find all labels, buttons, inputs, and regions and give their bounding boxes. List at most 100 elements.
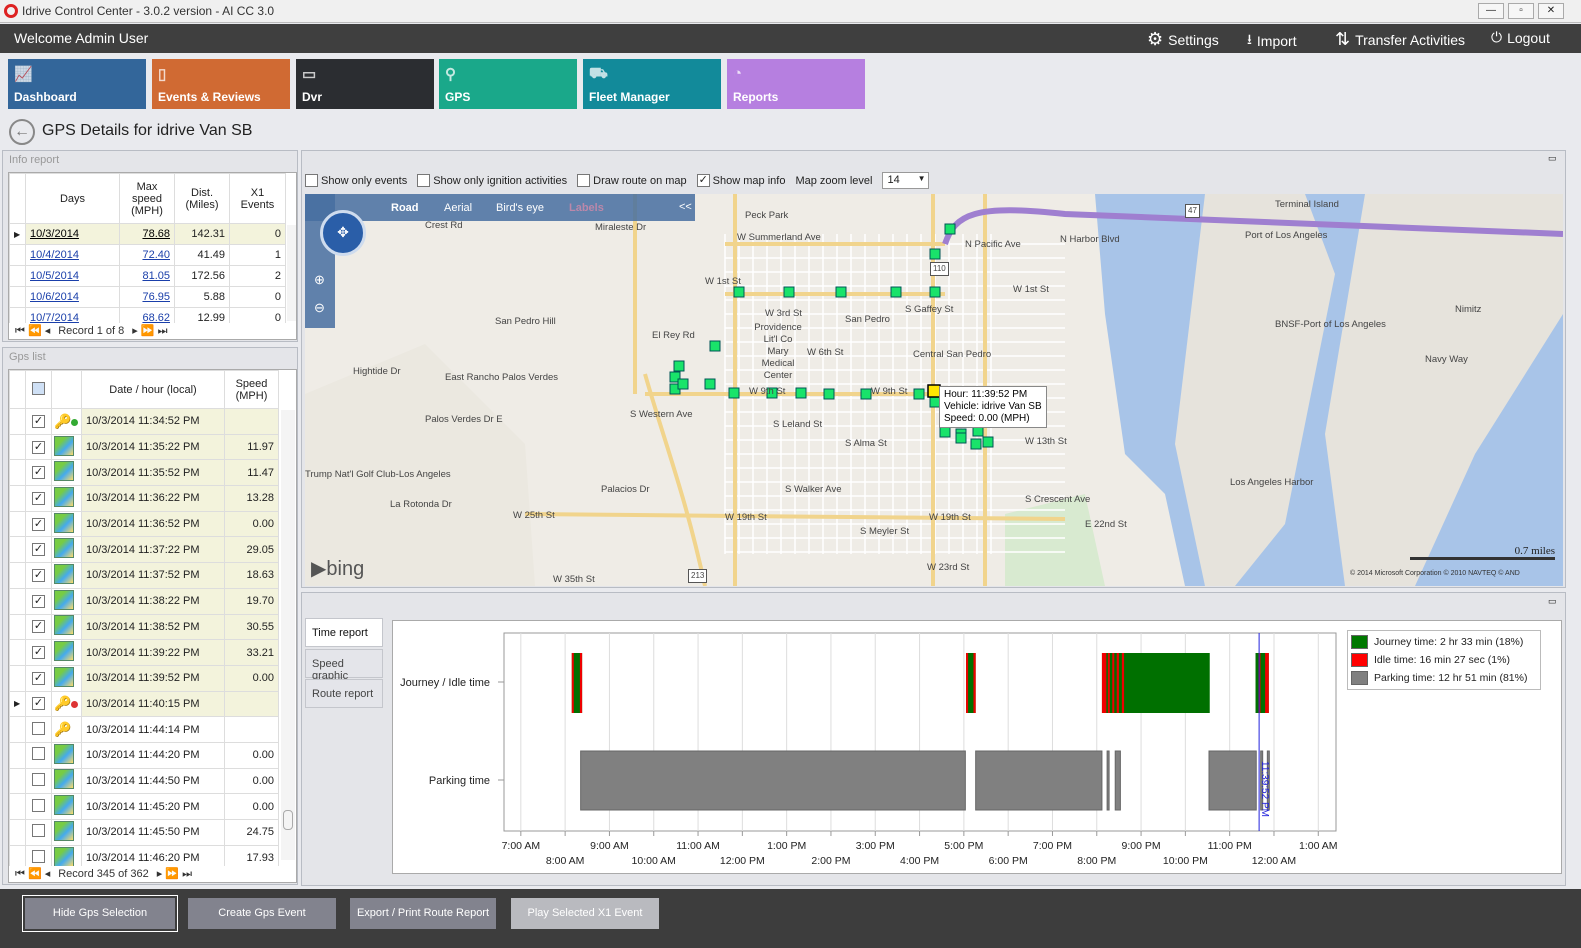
gps-row[interactable]: ✓ 10/3/2014 11:36:22 PM 13.28 [9,485,279,512]
gps-row[interactable]: 10/3/2014 11:44:20 PM 0.00 [9,741,279,769]
maximize-map-icon[interactable]: ▭ [1548,153,1557,163]
back-button[interactable]: ← [9,119,35,145]
gps-row-checkbox[interactable]: ✓ [32,620,45,634]
gps-row[interactable]: 10/3/2014 11:44:50 PM 0.00 [9,767,279,795]
col-date-hour[interactable]: Date / hour (local) [81,370,225,409]
collapse-mode-bar-button[interactable]: << [679,201,692,213]
legend-swatch [1351,635,1368,649]
gps-row-checkbox[interactable]: ✓ [32,440,45,454]
draw-route-checkbox[interactable]: Draw route on map [577,174,687,187]
day-link[interactable]: 10/7/2014 [30,312,79,324]
max-speed-link[interactable]: 78.68 [142,228,170,240]
gps-row-checkbox[interactable]: ✓ [32,646,45,660]
map-pan-control[interactable]: ✥ [320,210,366,256]
gps-row-checkbox[interactable] [32,824,45,838]
info-scrollbar[interactable] [287,225,296,321]
import-button[interactable]: ⭳ Import [1247,29,1297,53]
gps-row[interactable]: ✓ 10/3/2014 11:35:52 PM 11.47 [9,459,279,487]
max-speed-link[interactable]: 68.62 [142,312,170,324]
gps-row[interactable]: ✓ 10/3/2014 11:36:52 PM 0.00 [9,510,279,538]
gps-row-checkbox[interactable] [32,850,45,864]
tile-fleet-manager[interactable]: ⛟ Fleet Manager [583,59,721,109]
close-button[interactable]: ✕ [1538,3,1564,19]
play-x1-event-button[interactable]: Play Selected X1 Event [511,898,659,929]
gps-row-checkbox[interactable]: ✓ [32,671,45,685]
gps-record-navigator[interactable]: ⏮ ⏪ ◂ Record 345 of 362 ▸ ⏩ ⏭ [9,866,296,882]
gps-row-checkbox[interactable]: ✓ [32,414,45,428]
map-mode-labels[interactable]: Labels [569,202,604,214]
zoom-out-icon[interactable]: ⊖ [314,300,325,315]
col-max-speed[interactable]: Max speed (MPH) [119,173,175,224]
gps-row-checkbox[interactable] [32,772,45,786]
maximize-report-icon[interactable]: ▭ [1548,596,1557,606]
gps-row-checkbox[interactable]: ✓ [32,466,45,480]
gps-row-checkbox[interactable] [32,721,45,735]
minimize-button[interactable]: — [1478,3,1504,19]
gps-row[interactable]: ✓ 10/3/2014 11:35:22 PM 11.97 [9,433,279,461]
gps-row[interactable]: 10/3/2014 11:45:20 PM 0.00 [9,793,279,820]
gps-row-checkbox[interactable]: ✓ [32,568,45,582]
max-speed-link[interactable]: 81.05 [142,270,170,282]
gps-row-checkbox[interactable]: ✓ [32,517,45,531]
create-gps-event-button[interactable]: Create Gps Event [188,898,336,929]
info-row[interactable]: 10/5/2014 81.05 172.56 2 [9,265,286,287]
tab-time-report[interactable]: Time report [305,618,383,647]
select-all-checkbox[interactable] [32,381,45,395]
info-row[interactable]: 10/6/2014 76.95 5.88 0 [9,286,286,308]
map-mode-road[interactable]: Road [391,202,419,214]
gps-row-checkbox[interactable]: ✓ [32,594,45,608]
tile-events-reviews[interactable]: ▯ Events & Reviews [152,59,290,109]
tile-reports[interactable]: ◔ Reports [727,59,865,109]
tab-route-report[interactable]: Route report [305,679,383,708]
gps-row[interactable]: ✓ 10/3/2014 11:38:52 PM 30.55 [9,613,279,641]
max-speed-link[interactable]: 76.95 [142,291,170,303]
gps-row[interactable]: 🔑 10/3/2014 11:44:14 PM [9,716,279,743]
gps-row[interactable]: ▶ ✓ 🔑 10/3/2014 11:40:15 PM [9,690,279,718]
gps-row[interactable]: ✓ 10/3/2014 11:39:52 PM 0.00 [9,664,279,692]
day-link[interactable]: 10/6/2014 [30,291,79,303]
col-speed[interactable]: Speed (MPH) [224,370,279,409]
map-zoom-select[interactable]: 14 ▼ [882,172,930,189]
gps-row[interactable]: ✓ 10/3/2014 11:38:22 PM 19.70 [9,587,279,615]
day-link[interactable]: 10/3/2014 [30,228,79,240]
map-view[interactable]: Peck Park W Summerland Ave Crest Rd W 1st S… [305,194,1563,586]
settings-button[interactable]: ⚙ Settings [1147,29,1219,50]
gps-row-checkbox[interactable] [32,747,45,761]
hide-gps-selection-button[interactable]: Hide Gps Selection [22,895,178,932]
gps-row[interactable]: ✓ 10/3/2014 11:39:22 PM 33.21 [9,639,279,666]
map-mode-aerial[interactable]: Aerial [444,202,473,214]
tab-speed-graphic[interactable]: Speed graphic [305,649,383,682]
gps-row-checkbox[interactable] [32,798,45,812]
show-only-events-checkbox[interactable]: Show only events [305,174,407,187]
gps-row[interactable]: ✓ 10/3/2014 11:37:52 PM 18.63 [9,562,279,589]
gps-row-checkbox[interactable]: ✓ [32,491,45,505]
day-link[interactable]: 10/5/2014 [30,270,79,282]
tile-dashboard[interactable]: 📈 Dashboard [8,59,146,109]
transfer-activities-button[interactable]: ⇅ Transfer Activities [1335,29,1465,50]
info-row[interactable]: 10/4/2014 72.40 41.49 1 [9,244,286,266]
gps-row[interactable]: ✓ 10/3/2014 11:37:22 PM 29.05 [9,536,279,564]
gps-row[interactable]: ✓ 🔑 10/3/2014 11:34:52 PM [9,408,279,435]
tile-gps[interactable]: ⚲ GPS [439,59,577,109]
export-route-report-button[interactable]: Export / Print Route Report [350,898,496,929]
journey-bar [571,653,583,713]
map-mode-birds-eye[interactable]: Bird's eye [496,202,544,214]
logout-button[interactable]: ⏻ Logout [1491,29,1550,46]
maximize-button[interactable]: ▫ [1508,3,1534,19]
max-speed-link[interactable]: 72.40 [142,249,170,261]
col-dist[interactable]: Dist. (Miles) [174,173,230,224]
zoom-in-icon[interactable]: ⊕ [314,272,325,287]
info-record-navigator[interactable]: ⏮ ⏪ ◂ Record 1 of 8 ▸ ⏩ ⏭ [9,323,296,339]
day-link[interactable]: 10/4/2014 [30,249,79,261]
show-map-info-checkbox[interactable]: ✓ Show map info [696,174,786,187]
gps-row-checkbox[interactable]: ✓ [32,697,45,711]
col-days[interactable]: Days [25,173,120,224]
col-x1-events[interactable]: X1 Events [229,173,286,224]
gps-row[interactable]: 10/3/2014 11:45:50 PM 24.75 [9,819,279,846]
info-row[interactable]: ▶ 10/3/2014 78.68 142.31 0 [9,223,286,245]
gps-list-scrollbar[interactable] [281,410,295,860]
show-only-ignition-checkbox[interactable]: Show only ignition activities [417,174,567,187]
tile-dvr[interactable]: ▭ Dvr [296,59,434,109]
map-label: Trump Nat'l Golf Club-Los Angeles [305,469,451,480]
gps-row-checkbox[interactable]: ✓ [32,543,45,557]
